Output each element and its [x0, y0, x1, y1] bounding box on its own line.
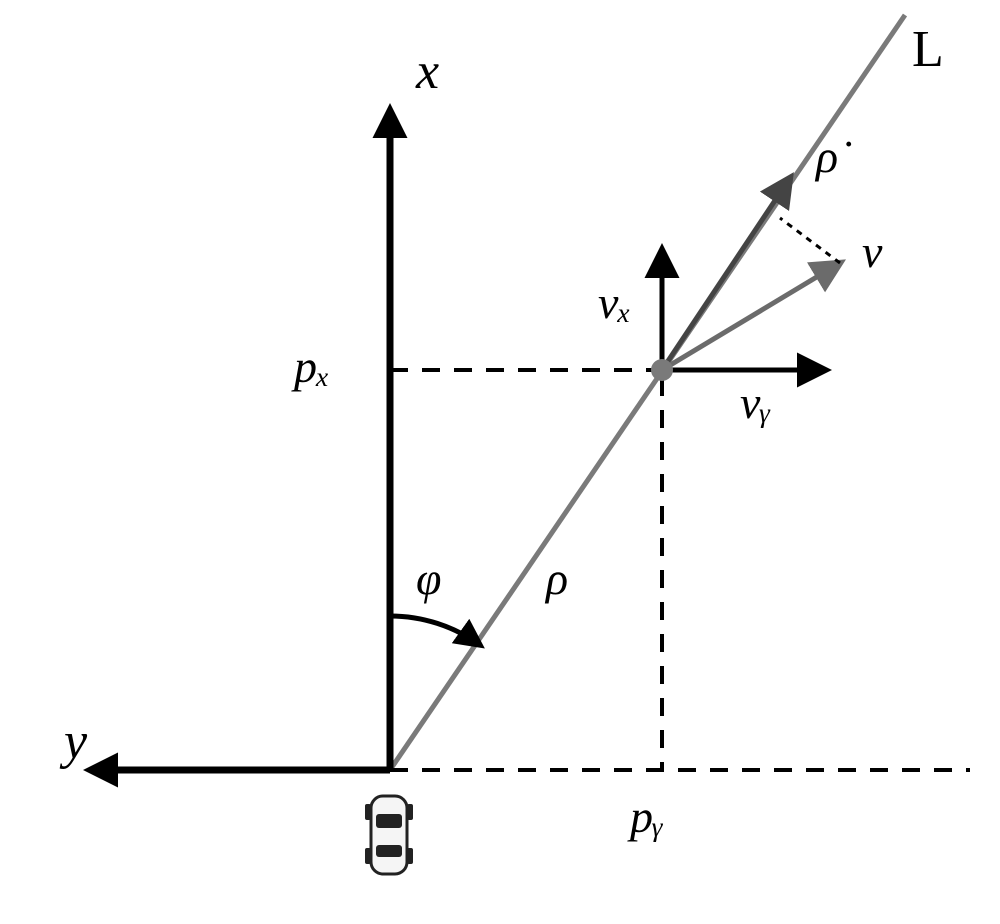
label-v: v: [862, 225, 882, 278]
label-phi: φ: [416, 552, 441, 605]
point-P: [651, 359, 673, 381]
label-px: pₓ: [294, 340, 330, 393]
car-icon: [365, 796, 413, 874]
label-rho: ρ: [546, 552, 568, 605]
label-py: pᵧ: [630, 790, 664, 843]
vector-rhodot: [662, 178, 790, 370]
vector-v: [662, 263, 840, 370]
label-y-axis: y: [64, 712, 87, 771]
label-x-axis: x: [416, 42, 439, 101]
line-L: [390, 15, 905, 770]
label-rhodot: ρ̇: [816, 130, 838, 183]
phi-arc: [390, 616, 480, 645]
label-L: L: [912, 20, 944, 79]
label-vy: vᵧ: [740, 376, 771, 429]
proj-dotted: [780, 218, 840, 263]
label-vx: vₓ: [598, 276, 632, 329]
